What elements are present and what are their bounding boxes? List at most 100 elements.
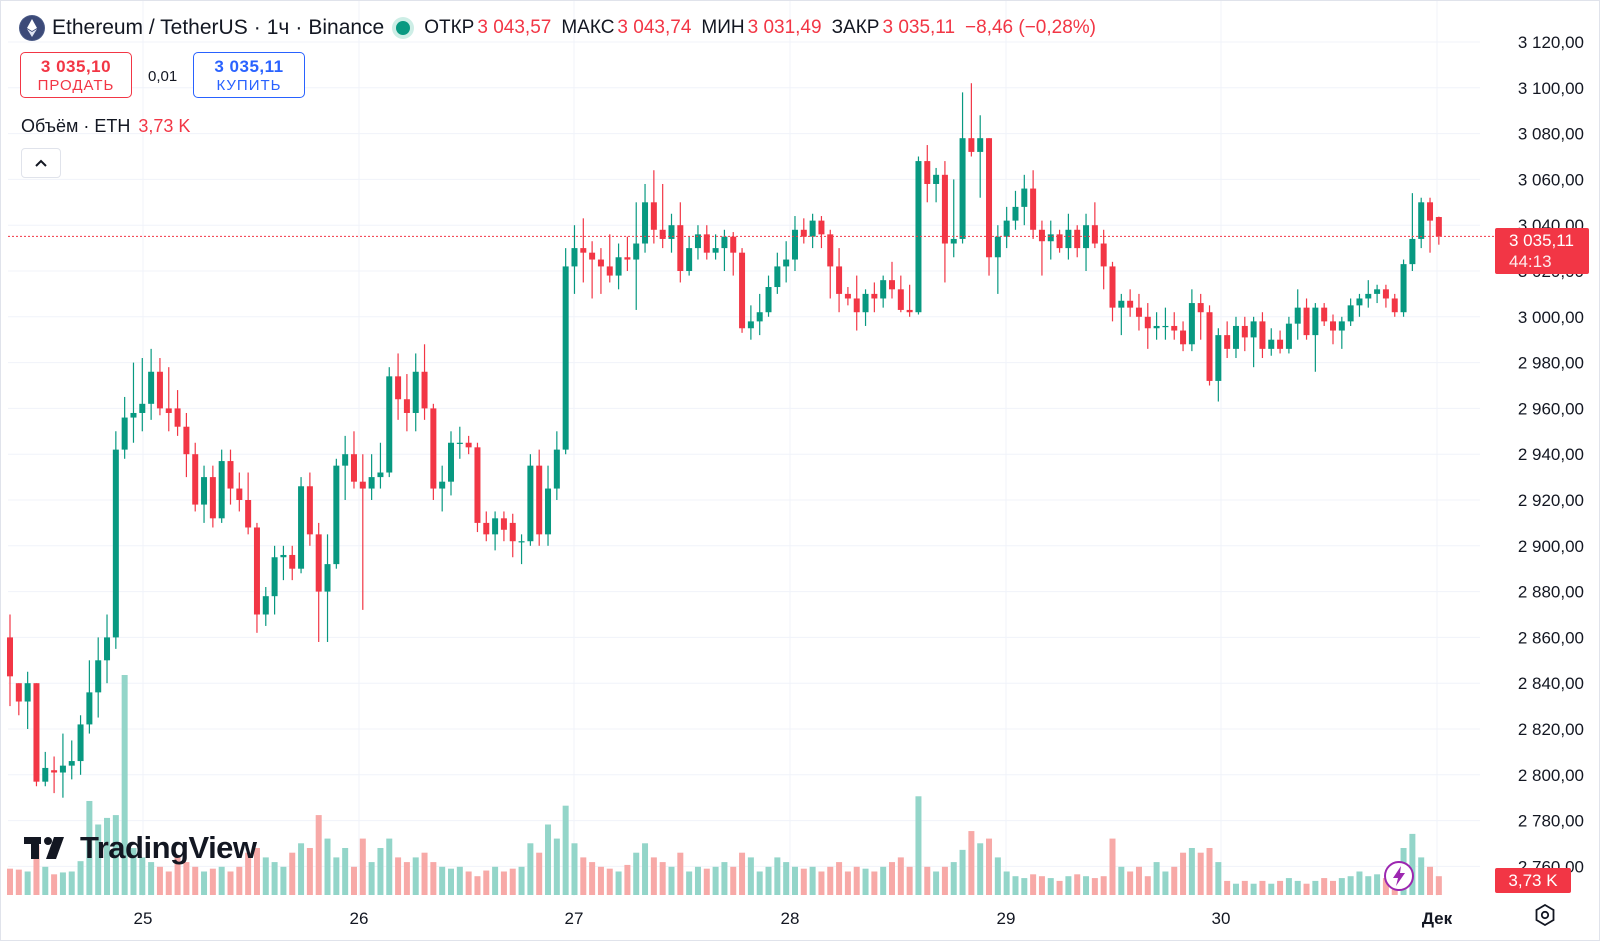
volume-bar xyxy=(439,866,446,895)
volume-bar xyxy=(553,838,560,895)
volume-bar xyxy=(765,866,772,895)
volume-bar xyxy=(721,862,728,895)
volume-bar xyxy=(377,847,384,895)
volume-bar xyxy=(483,870,490,895)
y-axis[interactable]: 3 120,003 100,003 080,003 060,003 040,00… xyxy=(1518,33,1584,876)
candle-body xyxy=(924,161,931,184)
volume-bar xyxy=(774,857,781,895)
volume-bar xyxy=(897,857,904,895)
candle-body xyxy=(959,138,966,239)
symbol-legend[interactable]: Ethereum / TetherUS · 1ч · Binance ОТКР … xyxy=(18,14,1096,42)
y-tick-label: 3 060,00 xyxy=(1518,170,1584,189)
candle-body xyxy=(121,417,128,450)
volume-bar xyxy=(871,871,878,895)
candle-body xyxy=(456,442,463,444)
volume-bar xyxy=(1285,878,1292,895)
candle-body xyxy=(395,376,402,400)
candle-body xyxy=(703,234,710,253)
volume-bar xyxy=(1153,862,1160,895)
candle-body xyxy=(527,465,534,542)
volume-bar xyxy=(633,852,640,895)
candle-body xyxy=(1127,300,1134,308)
candle-body xyxy=(156,371,163,409)
market-status-icon[interactable] xyxy=(396,21,411,35)
candle-body xyxy=(1303,307,1310,336)
x-tick-label: 26 xyxy=(350,909,369,928)
volume-bar xyxy=(730,866,737,895)
candle-body xyxy=(1012,206,1019,221)
candle-body xyxy=(518,541,525,543)
volume-bar xyxy=(536,852,543,895)
candle-body xyxy=(871,293,878,299)
volume-bar xyxy=(95,824,102,895)
volume-bar xyxy=(950,862,957,895)
candle-body xyxy=(403,399,410,413)
candle-body xyxy=(1100,243,1107,267)
candle-body xyxy=(1427,202,1434,221)
volume-bar xyxy=(183,862,190,895)
volume-bar xyxy=(209,868,216,895)
volume-bar xyxy=(862,868,869,895)
volume-bar xyxy=(148,862,155,895)
buy-button[interactable]: 3 035,11 КУПИТЬ xyxy=(193,52,305,98)
volume-bar xyxy=(306,847,313,895)
candle-body xyxy=(262,596,269,615)
volume-bar xyxy=(253,847,260,895)
candle-body xyxy=(236,488,243,500)
change-value: −8,46 (−0,28%) xyxy=(965,17,1097,38)
candle-body xyxy=(694,234,701,249)
volume-bar xyxy=(597,866,604,895)
low-value: 3 031,49 xyxy=(747,17,822,38)
volume-bar xyxy=(1427,866,1434,895)
volume-bar xyxy=(59,872,66,895)
close-label: ЗАКР xyxy=(831,17,880,38)
candle-body xyxy=(1312,307,1319,336)
symbol-name[interactable]: Ethereum / TetherUS xyxy=(52,16,248,39)
volume-bar xyxy=(412,857,419,895)
volume-bar xyxy=(1356,871,1363,895)
candle-body xyxy=(483,522,490,535)
volume-layer xyxy=(7,675,1442,895)
volume-bar xyxy=(545,824,552,895)
volume-bar xyxy=(236,866,243,895)
chevron-up-icon xyxy=(35,159,47,167)
candle-body xyxy=(1065,229,1072,249)
volume-bar xyxy=(315,815,322,895)
y-tick-label: 2 980,00 xyxy=(1518,354,1584,373)
tradingview-logo[interactable]: TradingView xyxy=(24,830,257,866)
volume-bar xyxy=(624,864,631,895)
volume-bar xyxy=(1365,876,1372,895)
x-tick-label: Дек xyxy=(1422,909,1453,928)
volume-legend[interactable]: Объём · ETH 3,73 K xyxy=(21,116,190,137)
candle-body xyxy=(1418,202,1425,239)
candle-body xyxy=(112,449,119,638)
candle-body xyxy=(1321,307,1328,322)
volume-bar xyxy=(1127,871,1134,895)
volume-bar xyxy=(509,868,516,895)
x-axis[interactable]: 25 26 27 28 29 30 Дек xyxy=(134,909,1453,928)
volume-bar xyxy=(791,866,798,895)
interval-label[interactable]: 1ч xyxy=(266,16,290,39)
settings-icon[interactable] xyxy=(1534,904,1556,926)
lightning-icon[interactable] xyxy=(1383,860,1415,892)
candle-body xyxy=(739,252,746,329)
collapse-button[interactable] xyxy=(21,148,61,178)
candle-body xyxy=(624,257,631,260)
volume-bar xyxy=(465,871,472,895)
candle-body xyxy=(968,138,975,152)
volume-bar xyxy=(1091,878,1098,895)
spread-value: 0,01 xyxy=(148,68,178,85)
volume-bar xyxy=(1409,833,1416,895)
close-value: 3 035,11 xyxy=(882,17,956,38)
candle-body xyxy=(668,225,675,239)
volume-bar xyxy=(659,862,666,895)
sell-button[interactable]: 3 035,10 ПРОДАТЬ xyxy=(20,52,132,98)
volume-bar xyxy=(368,862,375,895)
volume-bar xyxy=(589,862,596,895)
volume-bar xyxy=(139,857,146,895)
candle-body xyxy=(77,724,84,762)
y-tick-label: 3 100,00 xyxy=(1518,79,1584,98)
volume-bar xyxy=(33,845,40,895)
